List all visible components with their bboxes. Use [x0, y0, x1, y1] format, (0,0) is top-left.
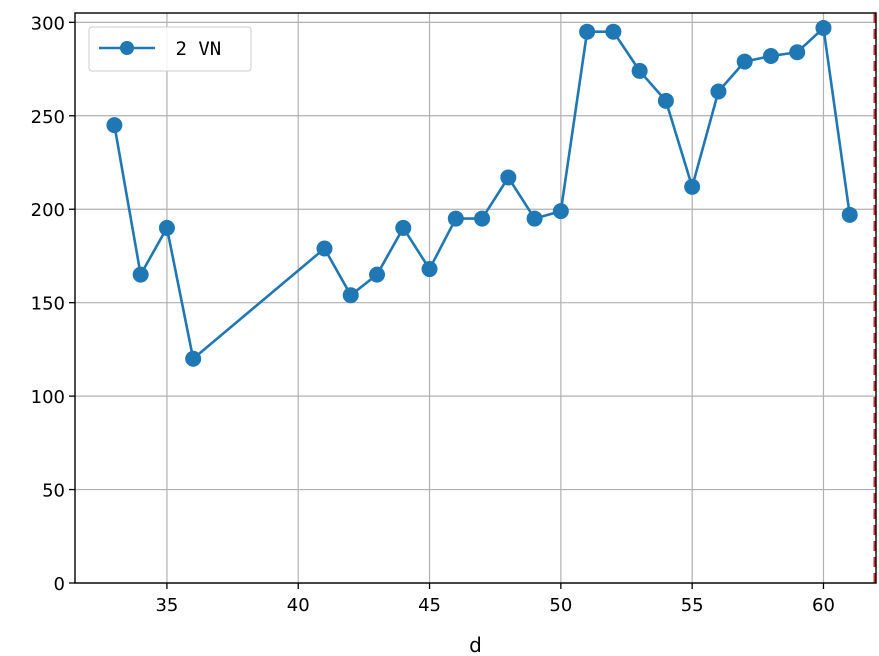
series-layer [106, 20, 857, 367]
data-point [763, 48, 779, 64]
x-tick-label: 50 [549, 595, 572, 616]
data-point [815, 20, 831, 36]
y-tick-label: 300 [31, 13, 65, 34]
data-point [316, 240, 332, 256]
legend-label: 2 VN [164, 38, 221, 60]
y-tick-label: 200 [31, 200, 65, 221]
legend-marker-swatch [120, 41, 134, 55]
data-point [579, 24, 595, 40]
data-point [842, 207, 858, 223]
data-point [106, 117, 122, 133]
data-point [474, 211, 490, 227]
data-point [185, 351, 201, 367]
data-point [395, 220, 411, 236]
data-point [500, 169, 516, 185]
data-point [737, 54, 753, 70]
y-tick-label: 100 [31, 387, 65, 408]
data-point [133, 267, 149, 283]
x-tick-label: 45 [418, 595, 441, 616]
x-tick-label: 40 [287, 595, 310, 616]
legend: 2 VN [89, 27, 251, 71]
data-point [527, 211, 543, 227]
data-point [159, 220, 175, 236]
y-tick-label: 150 [31, 294, 65, 315]
data-point [369, 267, 385, 283]
x-tick-label: 35 [155, 595, 178, 616]
y-tick-label: 250 [31, 107, 65, 128]
x-axis-label: d [469, 633, 482, 656]
x-tick-label: 60 [812, 595, 835, 616]
data-point [684, 179, 700, 195]
data-point [710, 83, 726, 99]
y-tick-label: 50 [42, 481, 65, 502]
data-point [553, 203, 569, 219]
grid-lines [75, 13, 876, 583]
y-tick-label: 0 [54, 574, 65, 595]
plot-frame [75, 13, 876, 583]
data-point [422, 261, 438, 277]
data-point [789, 44, 805, 60]
data-point [448, 211, 464, 227]
series-line [114, 28, 849, 359]
data-point [632, 63, 648, 79]
data-point [343, 287, 359, 303]
data-point [605, 24, 621, 40]
data-point [658, 93, 674, 109]
x-tick-label: 55 [681, 595, 704, 616]
